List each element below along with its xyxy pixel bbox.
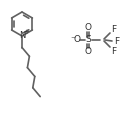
Text: O: O [74,36,80,44]
Text: S: S [85,36,91,44]
Text: F: F [114,37,120,46]
Text: O: O [84,48,91,56]
Text: N: N [19,31,26,40]
Text: ⁻: ⁻ [70,35,76,45]
Text: O: O [84,23,91,32]
Text: F: F [111,46,116,55]
Text: F: F [111,25,116,34]
Text: +: + [24,29,29,36]
